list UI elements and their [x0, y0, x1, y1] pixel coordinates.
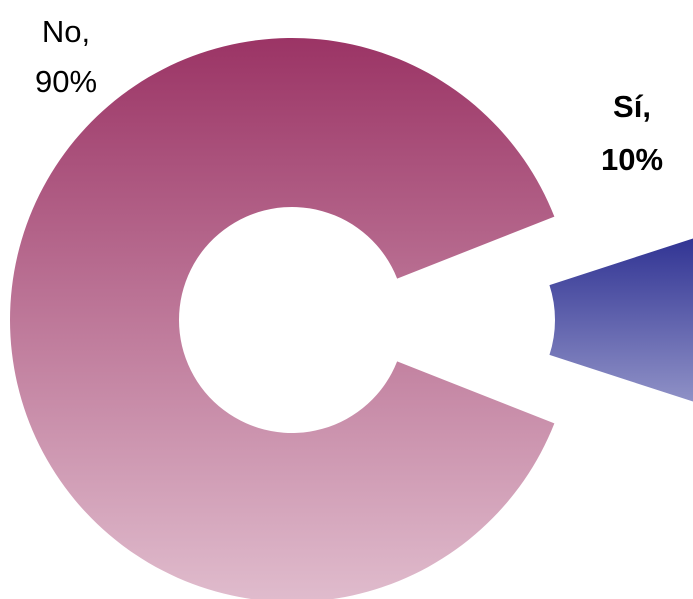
data-label-no-line-1: No, [42, 14, 90, 49]
labels-layer: Sí, 10% No, 90% [35, 14, 663, 177]
data-label-si-line-1: Sí, [613, 89, 651, 124]
data-label-no-line-2: 90% [35, 64, 97, 99]
data-label-si-line-2: 10% [601, 142, 663, 177]
slice-ssi [549, 238, 693, 402]
slices-layer [10, 38, 693, 599]
slice-no [10, 38, 555, 599]
